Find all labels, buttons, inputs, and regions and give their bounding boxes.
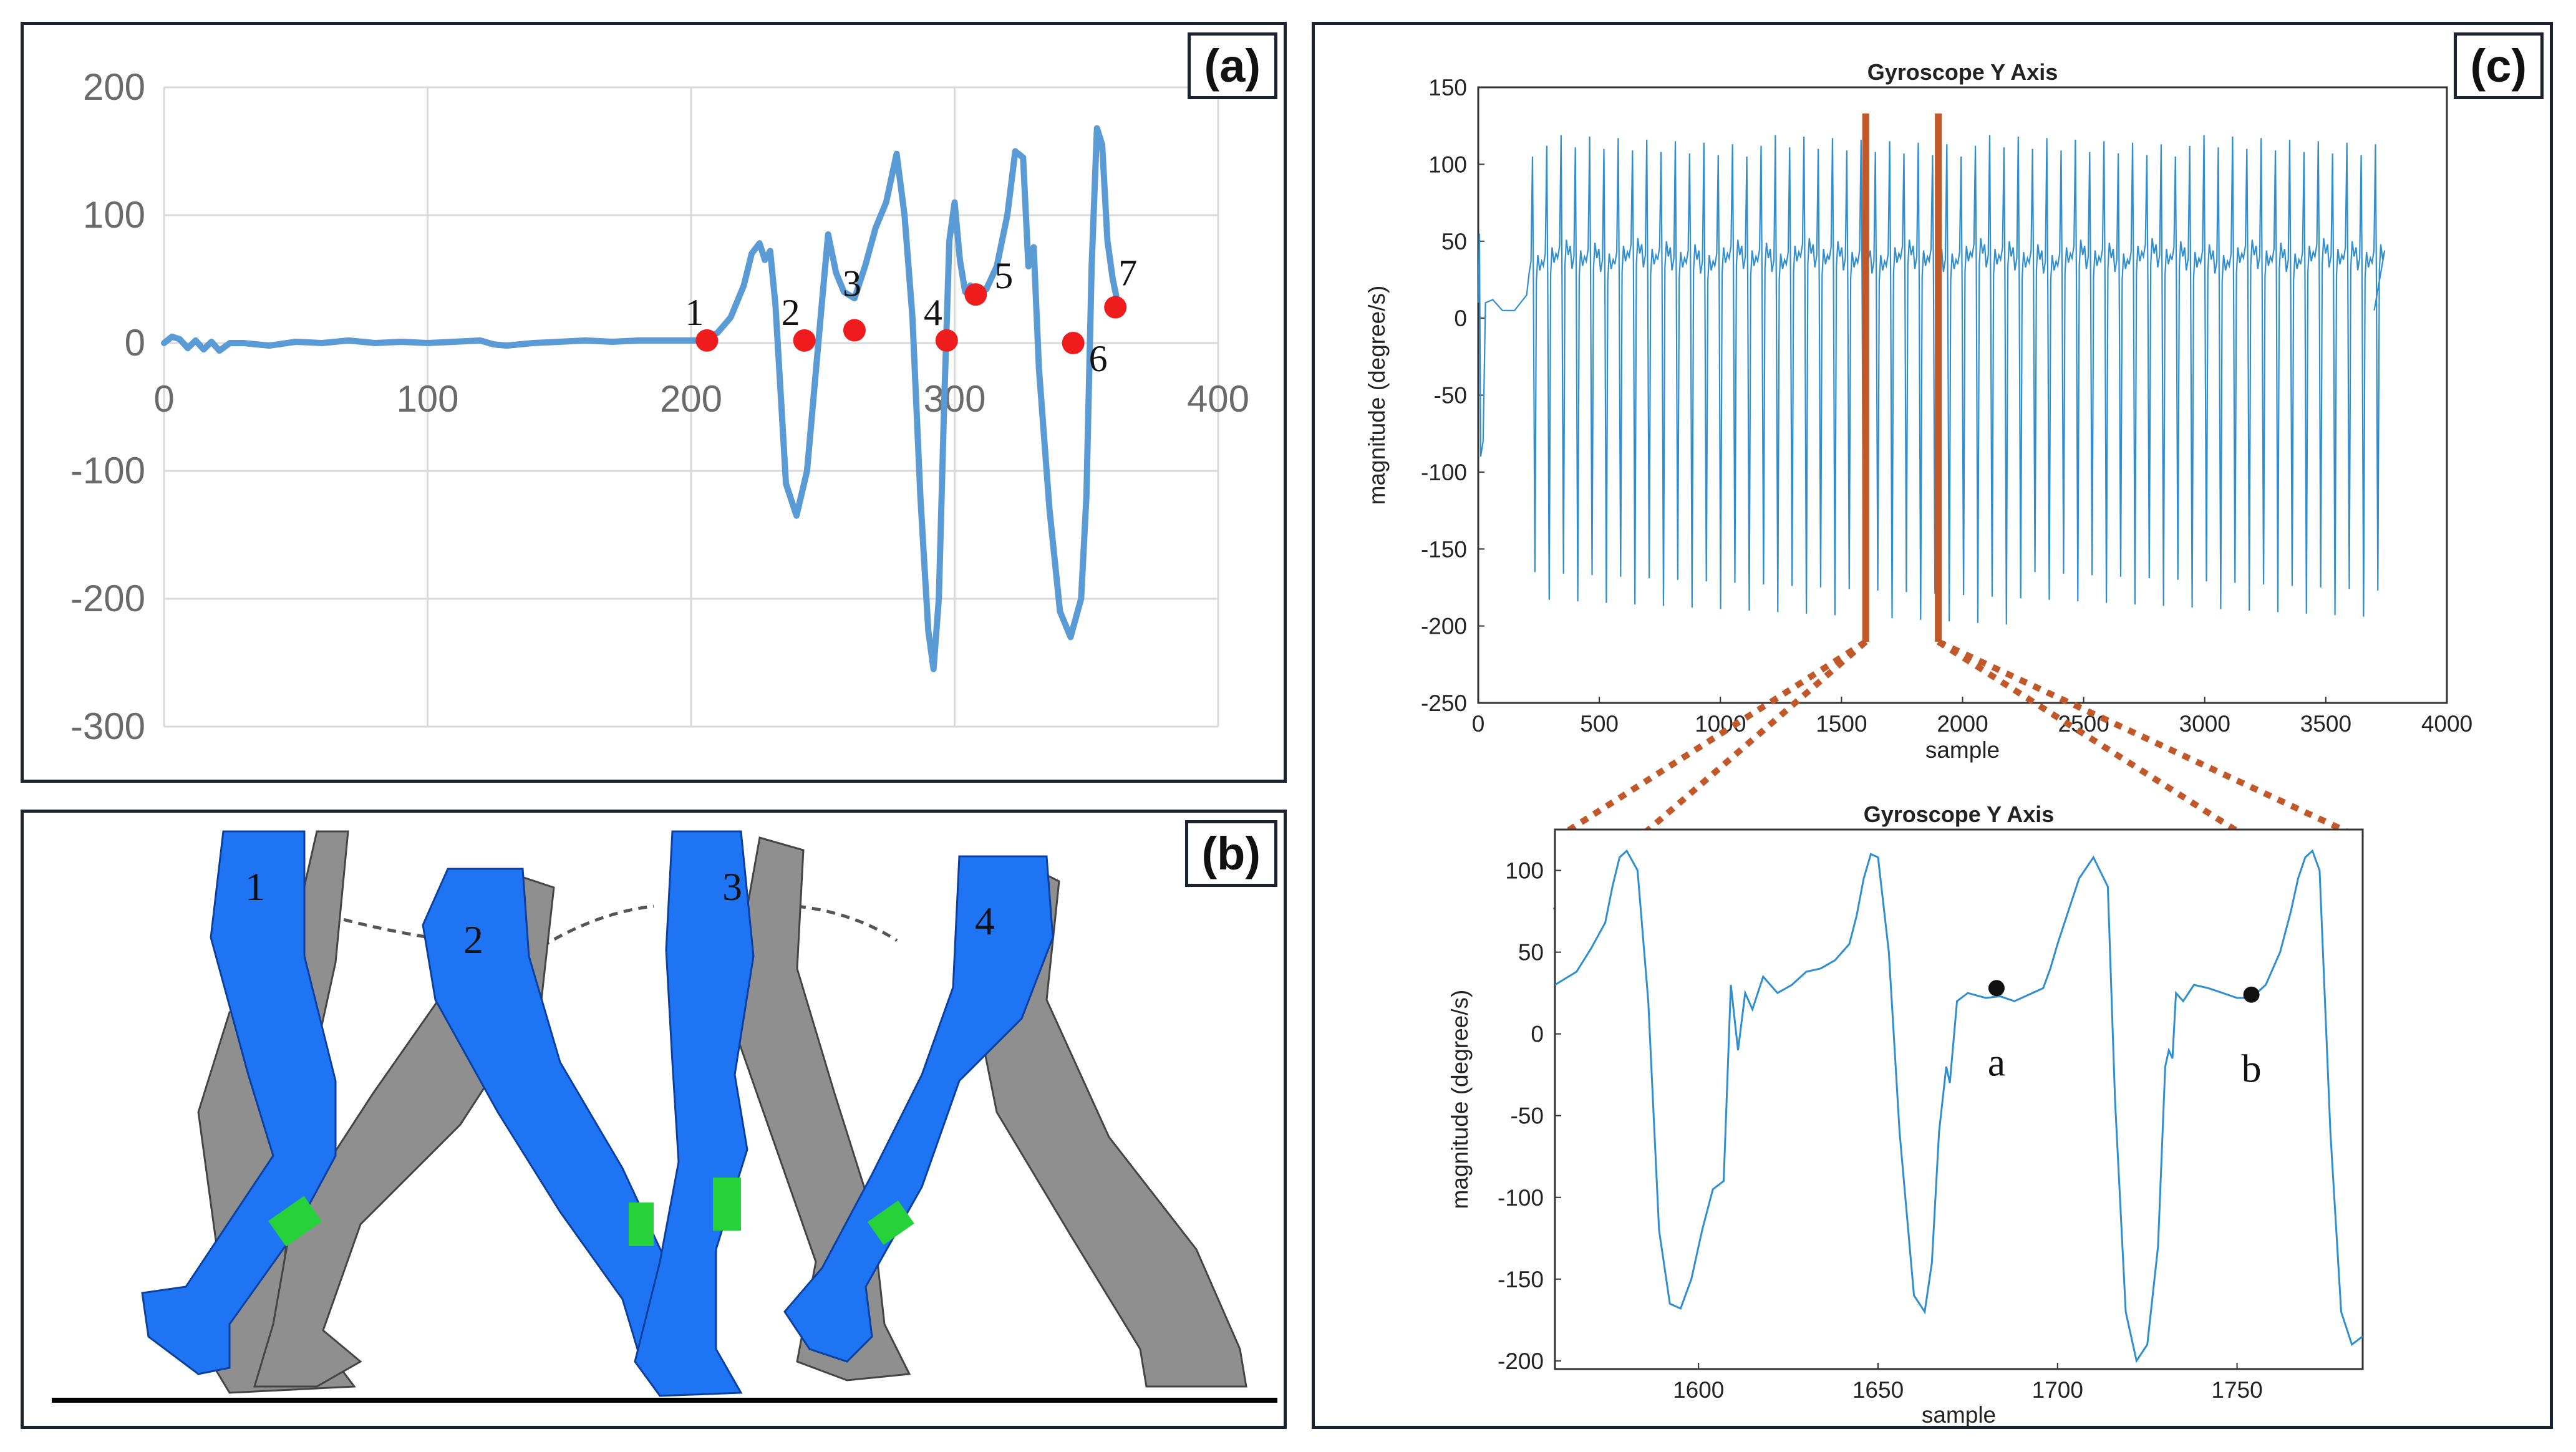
leg-label-2: 2 [463, 917, 483, 962]
gait-illustration: 1 2 3 4 [52, 830, 1277, 1403]
event-point-label: 2 [782, 292, 800, 333]
panel-a: 200 100 0 -100 -200 -300 0 100 200 300 400 1 2 3 4 5 6 7 … [21, 22, 1287, 783]
x-tick-label: 300 [923, 378, 985, 420]
x-tick-label: 200 [660, 378, 722, 420]
y-tick-label: 0 [1531, 1022, 1544, 1047]
leg-label-3: 3 [722, 864, 742, 909]
x-tick-label: 400 [1187, 378, 1249, 420]
x-tick-label: 0 [1472, 711, 1485, 737]
panel-a-label: (a) [1187, 32, 1277, 100]
panel-c-label: (c) [2453, 32, 2544, 100]
y-tick-label: 50 [1441, 229, 1467, 254]
y-axis-label-zoom: magnitude (degree/s) [1447, 990, 1473, 1209]
panel-b-label: (b) [1184, 820, 1277, 888]
dashed-arc-2 [540, 904, 654, 949]
dashed-arc-3 [797, 904, 898, 942]
y-tick-label: 150 [1428, 75, 1467, 100]
dashed-arc-1 [329, 914, 430, 939]
x-tick-label: 1750 [2211, 1377, 2262, 1403]
event-point [964, 283, 987, 306]
y-tick-label: -200 [1498, 1348, 1544, 1374]
y-tick-label: 100 [1505, 858, 1544, 884]
x-axis-label-zoom: sample [1922, 1402, 1996, 1428]
y-tick-label: -100 [70, 450, 145, 491]
y-tick-label: -200 [1421, 614, 1467, 639]
y-tick-label: 200 [83, 66, 145, 108]
leg-label-1: 1 [245, 864, 265, 909]
y-tick-label: 0 [125, 322, 145, 364]
zoom-connector-right-top [1937, 639, 2365, 842]
chart-c: Gyroscope Y Axis150100500-50-100-150-200… [1364, 59, 2472, 1428]
y-tick-label: -300 [70, 705, 145, 747]
y-tick-label: -50 [1434, 383, 1467, 409]
y-tick-label: -200 [70, 578, 145, 619]
annotation-label: a [1988, 1040, 2005, 1084]
x-tick-label: 2000 [1937, 711, 1988, 737]
event-point [1104, 296, 1127, 319]
y-tick-label: -150 [1421, 536, 1467, 562]
x-tick-label: 100 [396, 378, 458, 420]
y-tick-label: -100 [1498, 1185, 1544, 1211]
event-point [843, 319, 866, 342]
panel-b: 1 2 3 4 (b) [21, 810, 1287, 1429]
annotation-dot [1988, 980, 2005, 997]
annotation-dot [2243, 986, 2260, 1003]
y-tick-label: -100 [1421, 460, 1467, 485]
y-tick-label: 50 [1518, 940, 1544, 966]
x-tick-label: 0 [153, 378, 174, 420]
y-tick-label: -250 [1421, 690, 1467, 716]
event-point-label: 4 [924, 292, 942, 333]
x-tick-label: 1700 [2032, 1377, 2083, 1403]
leg-3 [634, 830, 755, 1397]
chart-title-zoom: Gyroscope Y Axis [1864, 801, 2055, 827]
x-tick-label: 1650 [1852, 1377, 1904, 1403]
panel-c: Gyroscope Y Axis 150 100 50 0 -50 -100 -150 -200… [1312, 22, 2553, 1429]
event-point-label: 6 [1089, 338, 1108, 379]
y-tick-label: -50 [1511, 1103, 1544, 1129]
leg-label-4: 4 [975, 899, 995, 943]
sensor-4 [867, 1200, 914, 1246]
event-point [695, 329, 719, 352]
series-line-zoom [1554, 849, 2363, 1363]
series-line-a [161, 125, 1126, 672]
y-tick-label: 100 [1428, 152, 1467, 177]
x-axis-label-top: sample [1925, 737, 2000, 763]
zoom-connector-left-top [1553, 639, 1867, 842]
sensor-2 [629, 1203, 654, 1246]
event-point [935, 329, 958, 352]
y-tick-label: 0 [1454, 306, 1467, 331]
event-point-label: 7 [1118, 253, 1137, 294]
x-tick-label: 4000 [2421, 711, 2472, 737]
event-point [793, 329, 816, 352]
y-tick-label: -150 [1498, 1267, 1544, 1292]
event-point-label: 5 [994, 255, 1013, 296]
annotation-label: b [2242, 1047, 2262, 1091]
x-tick-label: 3000 [2179, 711, 2230, 737]
back-leg-4 [971, 861, 1247, 1388]
x-tick-label: 1500 [1816, 711, 1867, 737]
chart-title-top: Gyroscope Y Axis [1867, 59, 2058, 85]
x-tick-label: 500 [1580, 711, 1619, 737]
event-point-label: 1 [685, 292, 704, 333]
event-point [1062, 332, 1085, 354]
x-tick-label: 1600 [1673, 1377, 1724, 1403]
plot-frame-zoom [1554, 828, 2364, 1370]
series-line-top [1477, 135, 2386, 625]
y-tick-label: 100 [83, 194, 145, 236]
sensor-1 [268, 1196, 322, 1247]
event-point-label: 3 [843, 263, 861, 304]
y-axis-label-top: magnitude (degree/s) [1364, 286, 1390, 505]
x-tick-label: 3500 [2300, 711, 2351, 737]
leg-4 [783, 855, 1054, 1363]
sensor-3 [713, 1178, 741, 1231]
